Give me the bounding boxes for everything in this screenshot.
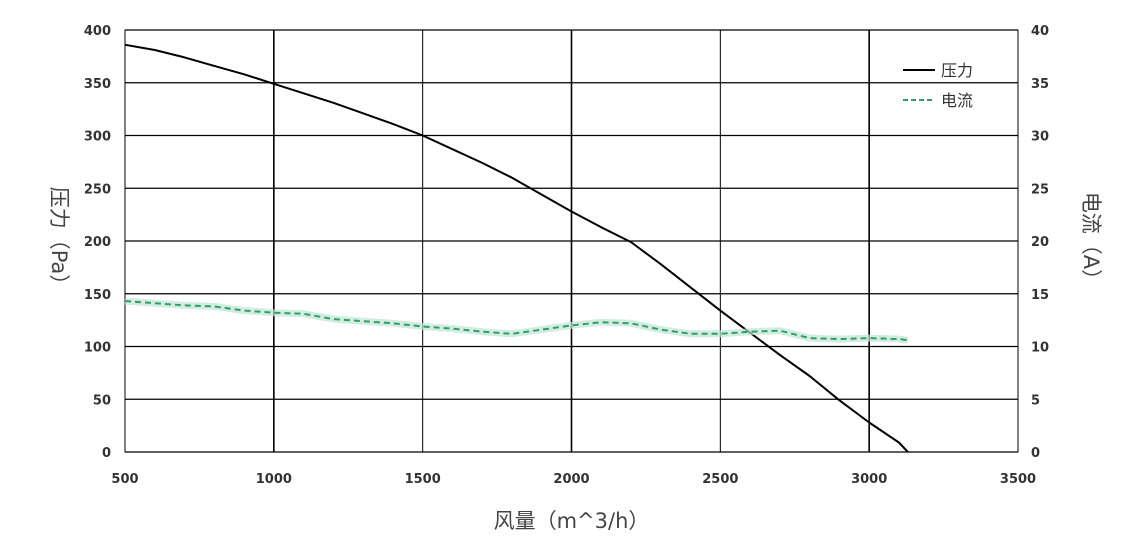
y-left-tick-label: 50 <box>93 393 111 408</box>
tick-labels: 500 1000 1500 2000 2500 3000 35000501001502002… <box>84 24 1049 487</box>
y-right-tick-label: 25 <box>1031 182 1049 197</box>
x-tick-label: 3000 <box>851 472 887 487</box>
x-axis-title: 风量（m^3/h） <box>494 509 650 533</box>
y-right-tick-label: 5 <box>1031 393 1040 408</box>
y-left-tick-label: 100 <box>84 341 111 356</box>
legend-label-pressure: 压力 <box>941 61 973 80</box>
pressure-line <box>124 43 909 453</box>
y-right-tick-label: 35 <box>1031 77 1049 92</box>
y-right-tick-label: 40 <box>1031 24 1049 39</box>
current-line-halo <box>124 297 909 344</box>
y-right-tick-label: 15 <box>1031 288 1049 303</box>
y-left-axis-title: 压力（Pa） <box>47 187 71 296</box>
grid <box>124 29 1019 453</box>
y-right-axis-title: 电流（A） <box>1079 192 1103 290</box>
x-tick-label: 1500 <box>405 472 441 487</box>
x-tick-label: 3500 <box>1000 472 1036 487</box>
y-left-tick-label: 350 <box>84 77 111 92</box>
current-line <box>124 300 909 342</box>
x-tick-label: 2000 <box>553 472 589 487</box>
series-layer <box>124 43 909 453</box>
y-right-tick-label: 0 <box>1031 446 1040 461</box>
y-left-tick-label: 250 <box>84 182 111 197</box>
y-left-tick-label: 300 <box>84 130 111 145</box>
y-right-tick-label: 10 <box>1031 341 1049 356</box>
x-tick-label: 500 <box>111 472 138 487</box>
x-tick-label: 2500 <box>702 472 738 487</box>
legend: 压力 电流 <box>903 61 973 110</box>
plot-frame <box>124 29 1019 453</box>
y-right-tick-label: 30 <box>1031 130 1049 145</box>
y-right-tick-label: 20 <box>1031 235 1049 250</box>
x-tick-label: 1000 <box>256 472 292 487</box>
y-left-tick-label: 150 <box>84 288 111 303</box>
legend-label-current: 电流 <box>941 91 973 110</box>
y-left-tick-label: 400 <box>84 24 111 39</box>
y-left-tick-label: 0 <box>102 446 111 461</box>
y-left-tick-label: 200 <box>84 235 111 250</box>
